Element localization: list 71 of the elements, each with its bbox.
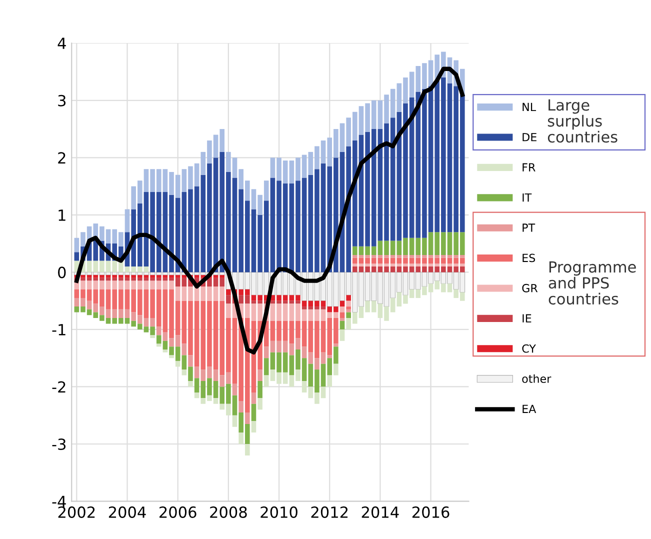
legend-label: FR [522,163,536,172]
bar [334,344,338,347]
bar [340,300,345,307]
bar [258,398,262,410]
x-tick-label: 2014 [362,506,399,518]
bar [258,370,262,382]
bar [340,312,345,318]
legend-label: IE [522,314,532,322]
y-tick-label: 0 [58,266,66,278]
y-tick-label: -1 [52,324,66,336]
bar [346,306,351,310]
bar [334,364,338,376]
bar [162,350,168,352]
bar [238,432,244,444]
legend-label: NL [522,102,536,111]
text: Large surplus countries [548,99,618,143]
bar [194,392,200,398]
bar [346,295,351,301]
x-tick-label: 2002 [58,506,95,518]
legend-label: PT [522,224,536,232]
bar [340,318,345,321]
legend-label: IT [522,193,532,202]
y-tick-label: -4 [52,496,66,508]
bar [327,375,332,387]
bar [340,306,345,312]
y-tick-label: 4 [58,38,66,49]
y-tick-label: 2 [58,152,66,164]
bar [182,275,187,278]
x-tick-label: 2006 [160,506,196,518]
y-tick-label: 1 [58,210,66,221]
bar [238,401,244,413]
text: Programme and PPS countries [548,261,636,305]
bar [175,360,180,367]
legend-label: EA [522,404,536,413]
bar [245,444,250,456]
x-tick-label: 2004 [108,506,146,518]
legend-label: other [522,374,552,383]
line-series [74,66,464,354]
bar [182,344,187,356]
bar [150,335,155,338]
bar [340,329,345,341]
bar [340,320,345,330]
bar [346,309,351,312]
legend-label: DE [522,133,536,142]
y-tick-label: -2 [52,381,66,393]
bar [182,370,187,376]
legend-label: CY [522,344,536,353]
bar [226,289,231,296]
legend-label: GR [522,284,538,292]
bar [346,300,351,307]
bar [251,404,256,422]
x-tick-label: 2008 [210,506,247,518]
x-tick-label: 2010 [260,506,298,518]
bar [169,355,174,358]
bar [188,381,193,387]
bar [226,295,231,304]
bar [258,381,262,398]
bar [124,209,130,232]
bar [245,412,250,424]
x-tick-label: 2012 [311,506,348,518]
bar [156,344,162,347]
bar [251,421,256,433]
bar [232,415,238,427]
bar [232,384,238,396]
bar [346,312,351,318]
y-tick-label: -3 [52,438,66,450]
bar [188,355,193,367]
y-tick-label: 3 [58,94,66,106]
bar [251,392,256,404]
legend-label: ES [522,254,536,262]
x-tick-label: 2016 [412,506,450,518]
